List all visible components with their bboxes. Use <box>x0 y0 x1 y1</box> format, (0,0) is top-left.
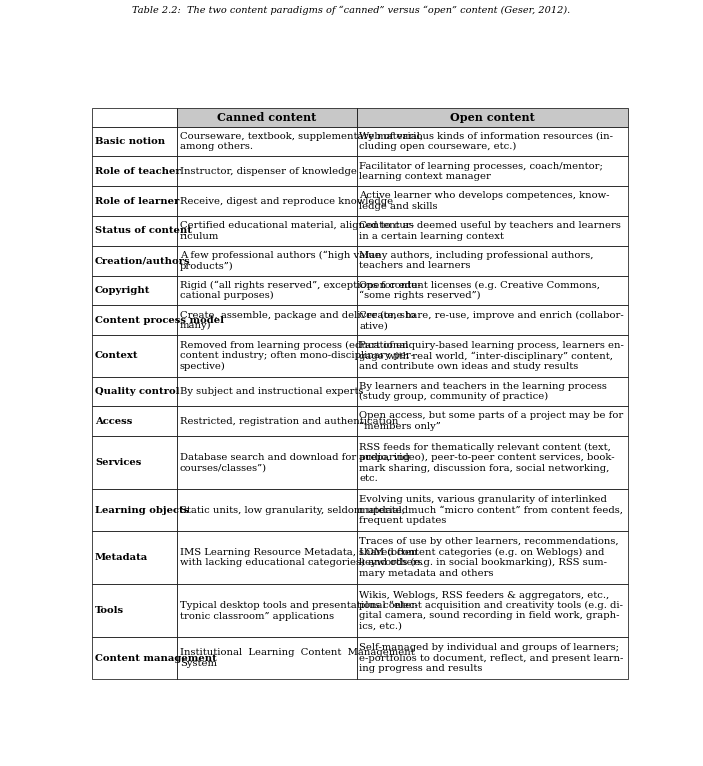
Text: IMS Learning Resource Metadata, LOM (often
with lacking educational categories) : IMS Learning Resource Metadata, LOM (oft… <box>180 548 423 568</box>
Text: Context: Context <box>95 352 138 361</box>
Text: Table 2.2:  The two content paradigms of “canned” versus “open” content (Geser, : Table 2.2: The two content paradigms of … <box>132 5 571 15</box>
Text: Part of enquiry-based learning process, learners en-
gage with real world, “inte: Part of enquiry-based learning process, … <box>359 341 624 371</box>
Bar <box>92 584 177 637</box>
Text: Access: Access <box>95 417 132 426</box>
Text: Services: Services <box>95 458 141 467</box>
Bar <box>177 377 356 407</box>
Bar <box>92 186 177 216</box>
Bar <box>356 126 628 156</box>
Text: Instructor, dispenser of knowledge: Instructor, dispenser of knowledge <box>180 167 356 175</box>
Text: Role of teacher: Role of teacher <box>95 167 181 175</box>
Bar <box>356 531 628 584</box>
Bar <box>92 407 177 437</box>
Bar <box>92 246 177 276</box>
Text: Rigid (“all rights reserved”, exceptions for edu-
cational purposes): Rigid (“all rights reserved”, exceptions… <box>180 280 420 300</box>
Bar <box>92 126 177 156</box>
Text: By subject and instructional experts: By subject and instructional experts <box>180 387 363 396</box>
Text: Receive, digest and reproduce knowledge: Receive, digest and reproduce knowledge <box>180 197 393 205</box>
Text: Content as deemed useful by teachers and learners
in a certain learning context: Content as deemed useful by teachers and… <box>359 221 621 241</box>
Text: Self-managed by individual and groups of learners;
e-portfolios to document, ref: Self-managed by individual and groups of… <box>359 643 624 673</box>
Bar <box>177 584 356 637</box>
Bar <box>356 186 628 216</box>
Text: Creation/authors: Creation/authors <box>95 256 191 265</box>
Bar <box>356 336 628 377</box>
Text: Institutional  Learning  Content  Management
System: Institutional Learning Content Managemen… <box>180 648 414 668</box>
Text: Role of learner: Role of learner <box>95 197 179 205</box>
Bar <box>356 377 628 407</box>
Text: A few professional authors (“high value
products”): A few professional authors (“high value … <box>180 250 380 270</box>
Text: Evolving units, various granularity of interlinked
material, much “micro content: Evolving units, various granularity of i… <box>359 496 624 525</box>
Text: Quality control: Quality control <box>95 387 179 396</box>
Bar <box>356 407 628 437</box>
Bar <box>92 377 177 407</box>
Bar <box>92 637 177 679</box>
Text: Status of content: Status of content <box>95 227 192 235</box>
Bar <box>177 306 356 336</box>
Bar <box>92 531 177 584</box>
Bar <box>177 489 356 531</box>
Bar <box>92 306 177 336</box>
Text: Open access, but some parts of a project may be for
“members only”: Open access, but some parts of a project… <box>359 411 624 431</box>
Bar <box>356 489 628 531</box>
Bar <box>356 637 628 679</box>
Text: Open content licenses (e.g. Creative Commons,
“some rights reserved”): Open content licenses (e.g. Creative Com… <box>359 280 600 300</box>
Bar <box>177 156 356 186</box>
Bar <box>177 246 356 276</box>
Bar <box>177 407 356 437</box>
Text: Static units, low granularity, seldom updated: Static units, low granularity, seldom up… <box>180 506 408 515</box>
Text: Create, assemble, package and deliver (one to
many): Create, assemble, package and deliver (o… <box>180 310 415 330</box>
Bar <box>356 156 628 186</box>
Bar <box>356 437 628 489</box>
Text: Metadata: Metadata <box>95 553 148 562</box>
Bar <box>356 246 628 276</box>
Bar <box>177 126 356 156</box>
Bar <box>356 276 628 306</box>
Text: Tools: Tools <box>95 606 124 615</box>
Bar <box>356 216 628 246</box>
Text: Learning objects: Learning objects <box>95 506 189 515</box>
Bar <box>177 109 356 126</box>
Text: RSS feeds for thematically relevant content (text,
audio, video), peer-to-peer c: RSS feeds for thematically relevant cont… <box>359 443 615 483</box>
Bar <box>92 109 177 126</box>
Text: Database search and download for preparing
courses/classes”): Database search and download for prepari… <box>180 453 410 473</box>
Text: Create, share, re-use, improve and enrich (collabor-
ative): Create, share, re-use, improve and enric… <box>359 310 624 330</box>
Text: Removed from learning process (educational
content industry; often mono-discipli: Removed from learning process (education… <box>180 341 414 371</box>
Bar <box>177 637 356 679</box>
Text: Wikis, Weblogs, RSS feeders & aggregators, etc.,
plus content acquisition and cr: Wikis, Weblogs, RSS feeders & aggregator… <box>359 591 624 631</box>
Bar <box>356 584 628 637</box>
Bar <box>177 186 356 216</box>
Bar <box>177 437 356 489</box>
Text: Many authors, including professional authors,
teachers and learners: Many authors, including professional aut… <box>359 251 594 270</box>
Text: Copyright: Copyright <box>95 286 150 295</box>
Text: Courseware, textbook, supplementary material,
among others.: Courseware, textbook, supplementary mate… <box>180 132 423 151</box>
Text: Restricted, registration and authentication: Restricted, registration and authenticat… <box>180 417 398 426</box>
Text: Active learner who develops competences, know-
ledge and skills: Active learner who develops competences,… <box>359 192 610 211</box>
Text: Open content: Open content <box>450 112 535 123</box>
Bar <box>177 276 356 306</box>
Bar <box>356 109 628 126</box>
Text: By learners and teachers in the learning process
(study group, community of prac: By learners and teachers in the learning… <box>359 381 607 401</box>
Text: Certified educational material, aligned to cur-
riculum: Certified educational material, aligned … <box>180 221 414 241</box>
Bar <box>177 531 356 584</box>
Bar <box>92 156 177 186</box>
Text: Canned content: Canned content <box>217 112 316 123</box>
Bar <box>92 437 177 489</box>
Bar <box>356 306 628 336</box>
Bar <box>92 276 177 306</box>
Text: Basic notion: Basic notion <box>95 137 165 146</box>
Bar <box>177 336 356 377</box>
Text: Web of various kinds of information resources (in-
cluding open courseware, etc.: Web of various kinds of information reso… <box>359 132 613 151</box>
Bar <box>92 216 177 246</box>
Text: Traces of use by other learners, recommendations,
shared content categories (e.g: Traces of use by other learners, recomme… <box>359 537 619 578</box>
Bar <box>92 489 177 531</box>
Bar <box>92 336 177 377</box>
Text: Typical desktop tools and presentational “elec-
tronic classroom” applications: Typical desktop tools and presentational… <box>180 601 418 620</box>
Text: Facilitator of learning processes, coach/mentor;
learning context manager: Facilitator of learning processes, coach… <box>359 162 603 181</box>
Bar <box>177 216 356 246</box>
Text: Content process model: Content process model <box>95 316 224 325</box>
Text: Content management: Content management <box>95 653 217 663</box>
